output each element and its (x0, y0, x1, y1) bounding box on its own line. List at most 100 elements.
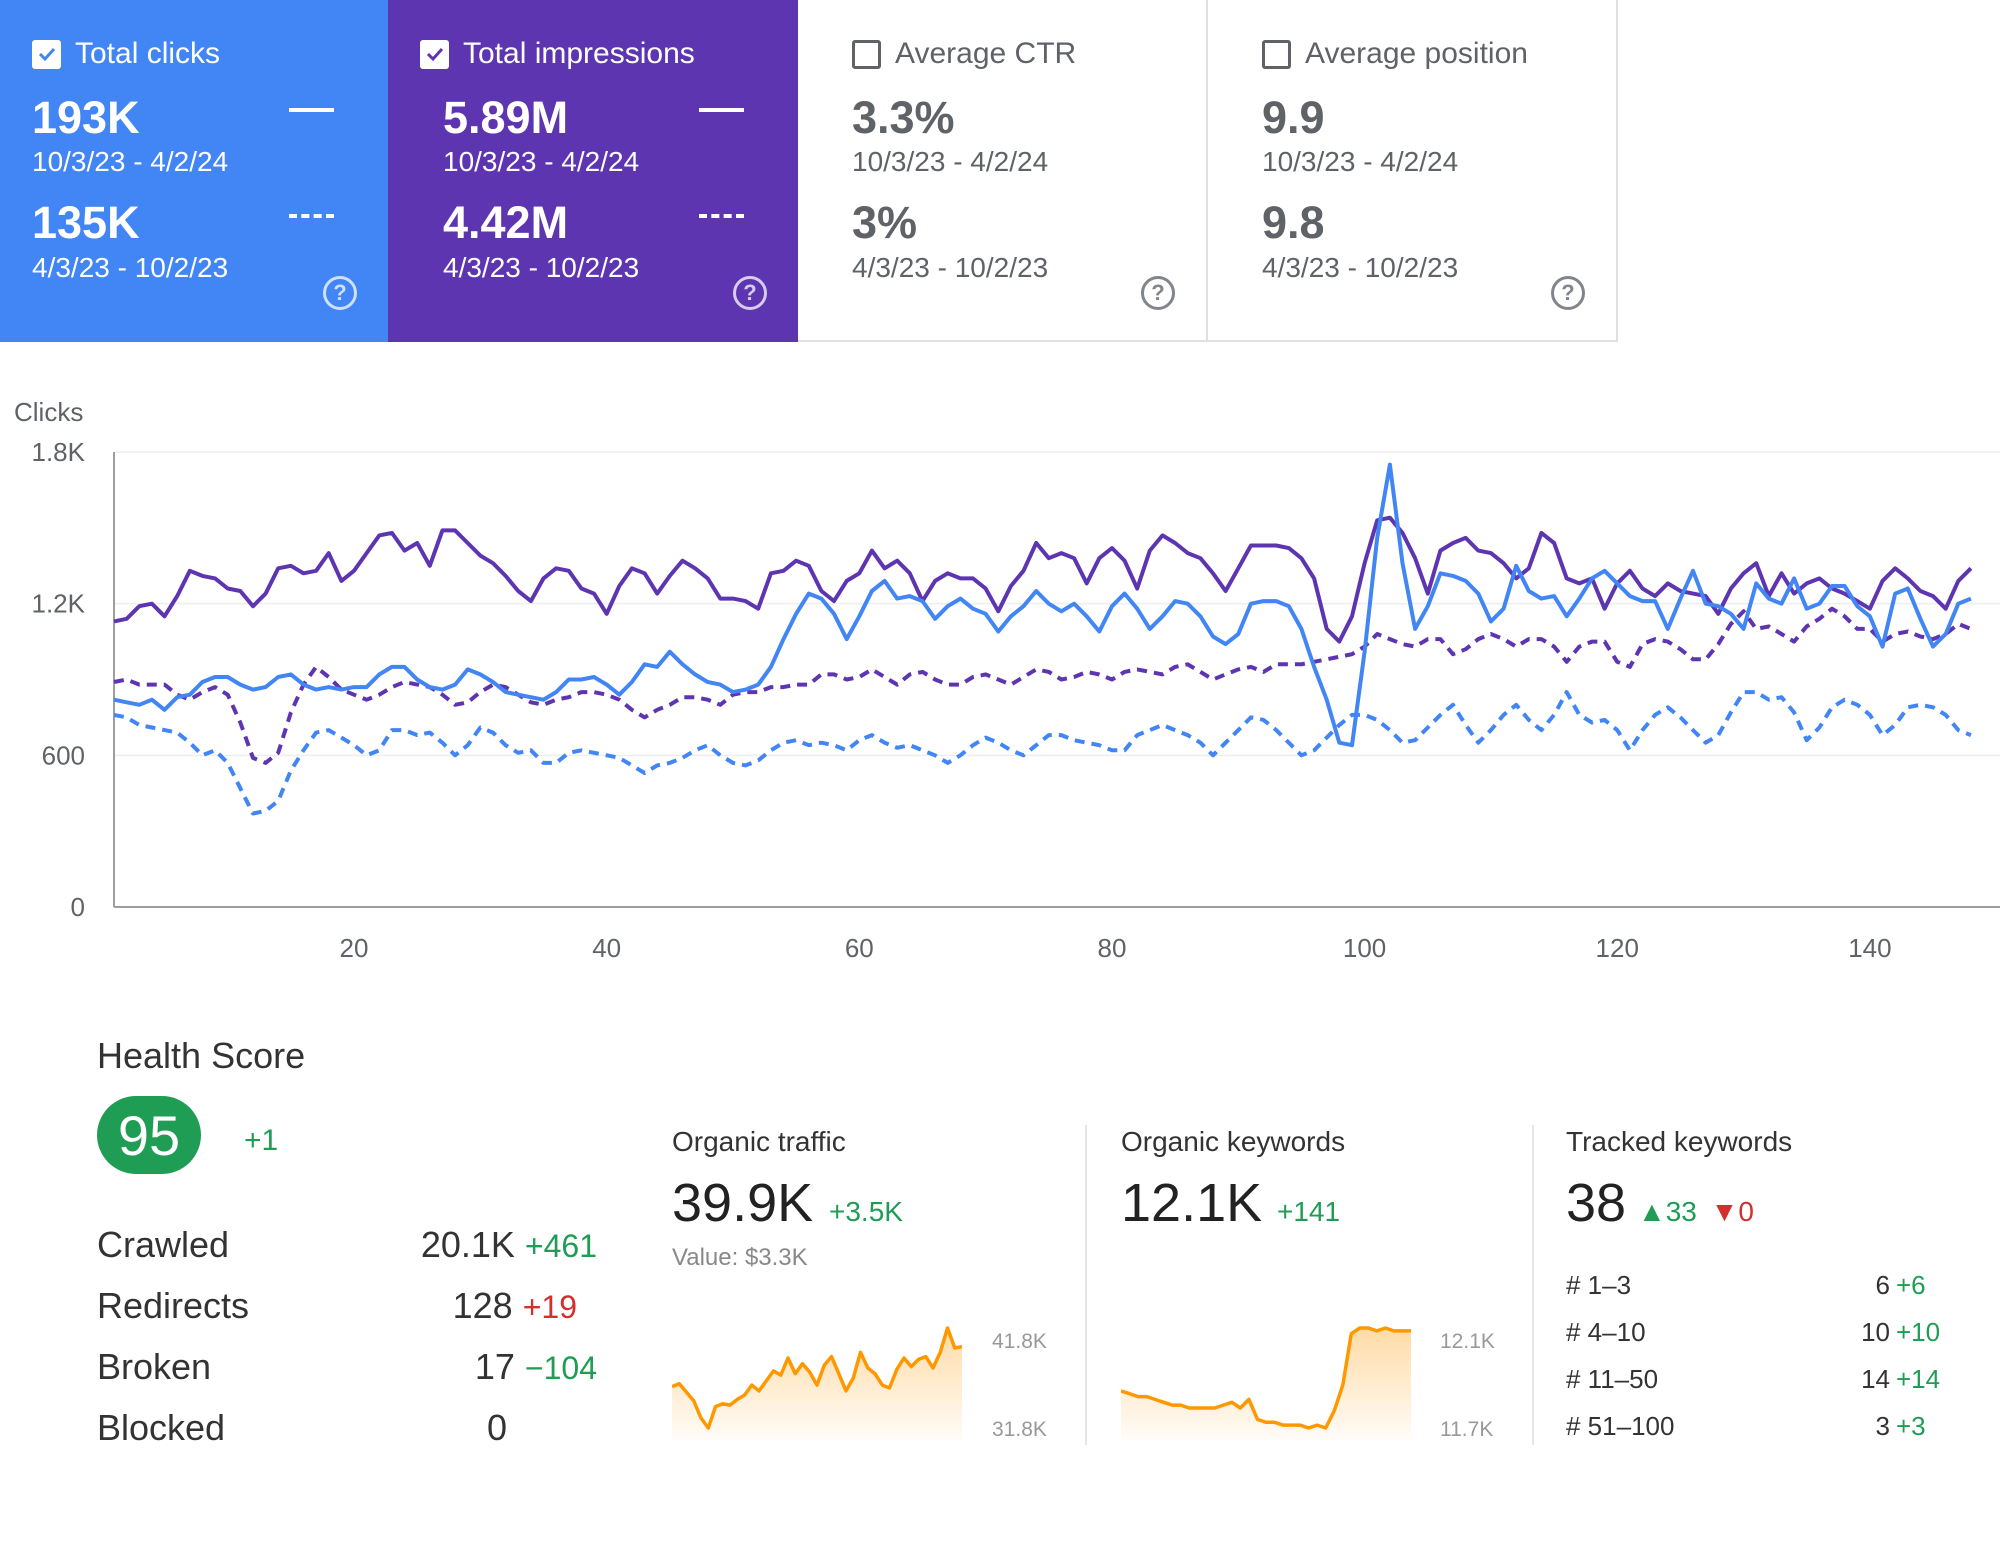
metric-card-total-clicks[interactable]: Total clicks 193K 10/3/23 - 4/2/24 135K … (0, 0, 410, 342)
tracked-row-value: 3 (1875, 1411, 1890, 1441)
y-axis: 0 600 1.2K 1.8K (32, 437, 86, 922)
tracked-keywords-row[interactable]: # 4–10 10 +10 (1566, 1317, 1950, 1353)
series-line-dashed (113, 606, 1972, 765)
health-row-broken[interactable]: Broken 17 −104 (97, 1346, 597, 1390)
metric-secondary-value: 9.8 (1262, 197, 1325, 248)
tracked-row-value: 10 (1861, 1317, 1890, 1347)
solid-line-legend-icon (699, 108, 744, 112)
health-row-label: Blocked (97, 1407, 226, 1448)
health-score-delta: +1 (244, 1124, 279, 1157)
organic-keywords-delta: +141 (1277, 1196, 1341, 1227)
x-tick-label: 20 (340, 933, 369, 963)
organic-keywords-spark-min: 11.7K (1440, 1418, 1494, 1441)
health-row-label: Crawled (97, 1224, 230, 1265)
health-score-badge: 95 (97, 1096, 201, 1174)
metric-primary-value: 193K (32, 92, 140, 143)
dashed-line-legend-icon (699, 214, 744, 218)
organic-keywords-sparkline (1121, 1326, 1411, 1440)
metric-label: Total clicks (75, 37, 221, 70)
health-row-label: Redirects (97, 1285, 250, 1326)
help-icon[interactable]: ? (1551, 276, 1585, 310)
series-line-solid (113, 462, 1972, 748)
metric-primary-dates: 10/3/23 - 4/2/24 (443, 146, 640, 177)
organic-traffic-spark-max: 41.8K (992, 1330, 1047, 1353)
metric-primary-dates: 10/3/23 - 4/2/24 (1262, 146, 1459, 177)
x-tick-label: 40 (592, 933, 621, 963)
dashed-line-legend-icon (289, 214, 334, 218)
tracked-keywords-row[interactable]: # 1–3 6 +6 (1566, 1270, 1950, 1306)
organic-keywords-spark-max: 12.1K (1440, 1330, 1495, 1353)
checkbox-icon[interactable] (852, 39, 881, 69)
organic-traffic-value-sub: Value: $3.3K (672, 1244, 808, 1271)
help-icon[interactable]: ? (323, 276, 357, 310)
y-tick-label: 600 (42, 740, 85, 770)
metric-secondary-value: 135K (32, 197, 140, 248)
x-tick-label: 80 (1097, 933, 1126, 963)
metric-primary-dates: 10/3/23 - 4/2/24 (32, 146, 229, 177)
health-row-value: 128 (452, 1285, 513, 1326)
metric-secondary-dates: 4/3/23 - 10/2/23 (852, 252, 1049, 283)
metric-toggle[interactable]: Total impressions (420, 37, 695, 71)
x-axis: 20 40 60 80 100 120 140 (340, 933, 1892, 963)
health-row-label: Broken (97, 1346, 212, 1387)
metric-toggle[interactable]: Total clicks (32, 37, 220, 71)
organic-traffic-title[interactable]: Organic traffic (672, 1126, 846, 1157)
tracked-keywords-row[interactable]: # 51–100 3 +3 (1566, 1411, 1950, 1447)
metric-card-average-position[interactable]: Average position 9.9 10/3/23 - 4/2/24 9.… (1208, 0, 1618, 342)
metric-card-total-impressions[interactable]: Total impressions 5.89M 10/3/23 - 4/2/24… (388, 0, 798, 342)
metric-secondary-dates: 4/3/23 - 10/2/23 (32, 252, 229, 283)
checkbox-icon[interactable] (1262, 39, 1291, 69)
y-tick-label: 0 (71, 892, 85, 922)
metric-secondary-dates: 4/3/23 - 10/2/23 (1262, 252, 1459, 283)
tracked-row-delta: +3 (1896, 1411, 1926, 1441)
health-row-blocked[interactable]: Blocked 0 (97, 1407, 597, 1451)
metric-card-average-ctr[interactable]: Average CTR 3.3% 10/3/23 - 4/2/24 3% 4/3… (798, 0, 1208, 342)
health-row-value: 0 (486, 1407, 507, 1448)
metric-secondary-value: 4.42M (443, 197, 569, 248)
metric-label: Average CTR (895, 37, 1077, 70)
tracked-row-label: # 1–3 (1566, 1270, 1632, 1300)
x-tick-label: 140 (1848, 933, 1891, 963)
metric-label: Total impressions (463, 37, 695, 70)
tracked-row-label: # 4–10 (1566, 1317, 1646, 1347)
checkbox-icon[interactable] (32, 39, 61, 69)
sparkline-area (672, 1328, 962, 1440)
arrow-up-icon: ▲ (1638, 1196, 1666, 1227)
health-row-crawled[interactable]: Crawled 20.1K +461 (97, 1224, 597, 1268)
chart-grid (113, 451, 2000, 908)
tracked-row-delta: +6 (1896, 1270, 1926, 1300)
health-row-delta: −104 (524, 1350, 597, 1386)
metric-toggle[interactable]: Average position (1262, 37, 1528, 71)
health-row-redirects[interactable]: Redirects 128 +19 (97, 1285, 597, 1329)
tracked-row-value: 14 (1861, 1364, 1890, 1394)
tracked-keywords-up: 33 (1665, 1196, 1697, 1227)
organic-keywords-title[interactable]: Organic keywords (1121, 1126, 1346, 1157)
arrow-down-icon: ▼ (1710, 1196, 1739, 1227)
help-icon[interactable]: ? (1141, 276, 1175, 310)
y-tick-label: 1.2K (32, 589, 86, 619)
help-icon[interactable]: ? (733, 276, 767, 310)
tracked-keywords-changes: ▲33 ▼0 (1638, 1196, 1754, 1228)
x-tick-label: 60 (845, 933, 874, 963)
tracked-row-label: # 51–100 (1566, 1411, 1675, 1441)
health-row-value: 17 (474, 1346, 515, 1387)
metric-primary-value: 5.89M (443, 92, 569, 143)
y-tick-label: 1.8K (32, 437, 86, 467)
organic-keywords-value: 12.1K (1121, 1173, 1263, 1233)
organic-traffic-spark-min: 31.8K (992, 1418, 1047, 1441)
panel-divider (1532, 1125, 1534, 1445)
tracked-keywords-row[interactable]: # 11–50 14 +14 (1566, 1364, 1950, 1400)
tracked-keywords-title[interactable]: Tracked keywords (1566, 1126, 1793, 1157)
metric-primary-value: 9.9 (1262, 92, 1325, 143)
x-tick-label: 100 (1343, 933, 1386, 963)
x-tick-label: 120 (1596, 933, 1639, 963)
organic-traffic-sparkline (672, 1326, 962, 1440)
metric-toggle[interactable]: Average CTR (852, 37, 1076, 71)
metric-secondary-value: 3% (852, 197, 918, 248)
chart-series (113, 462, 1973, 816)
solid-line-legend-icon (289, 108, 334, 112)
metric-label: Average position (1305, 37, 1528, 70)
sparkline-line (1121, 1326, 1411, 1430)
organic-traffic-value: 39.9K (672, 1173, 814, 1233)
checkbox-icon[interactable] (420, 39, 449, 69)
